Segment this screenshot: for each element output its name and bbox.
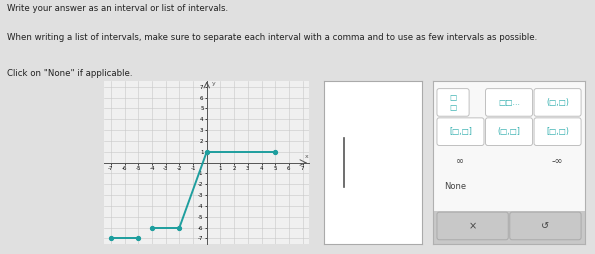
- Text: □□…: □□…: [498, 98, 520, 107]
- Text: (□,□]: (□,□]: [497, 127, 521, 136]
- Text: Write your answer as an interval or list of intervals.: Write your answer as an interval or list…: [7, 4, 228, 13]
- Text: (□,□): (□,□): [546, 98, 569, 107]
- Text: □
□: □ □: [449, 93, 456, 112]
- Text: ×: ×: [468, 221, 477, 231]
- Text: -∞: -∞: [552, 156, 563, 166]
- FancyBboxPatch shape: [486, 118, 533, 146]
- FancyBboxPatch shape: [534, 89, 581, 116]
- FancyBboxPatch shape: [486, 89, 533, 116]
- Text: Click on "None" if applicable.: Click on "None" if applicable.: [7, 69, 133, 77]
- Text: x: x: [305, 154, 309, 159]
- Text: ↺: ↺: [541, 221, 550, 231]
- FancyBboxPatch shape: [510, 212, 581, 240]
- Bar: [433, 211, 585, 244]
- Text: ∞: ∞: [456, 156, 465, 166]
- FancyBboxPatch shape: [534, 118, 581, 146]
- FancyBboxPatch shape: [437, 118, 484, 146]
- Text: [□,□): [□,□): [546, 127, 569, 136]
- Text: When writing a list of intervals, make sure to separate each interval with a com: When writing a list of intervals, make s…: [7, 33, 537, 42]
- Text: None: None: [444, 182, 466, 192]
- Text: y: y: [212, 81, 215, 86]
- FancyBboxPatch shape: [437, 89, 469, 116]
- Text: [□,□]: [□,□]: [449, 127, 472, 136]
- FancyBboxPatch shape: [437, 212, 508, 240]
